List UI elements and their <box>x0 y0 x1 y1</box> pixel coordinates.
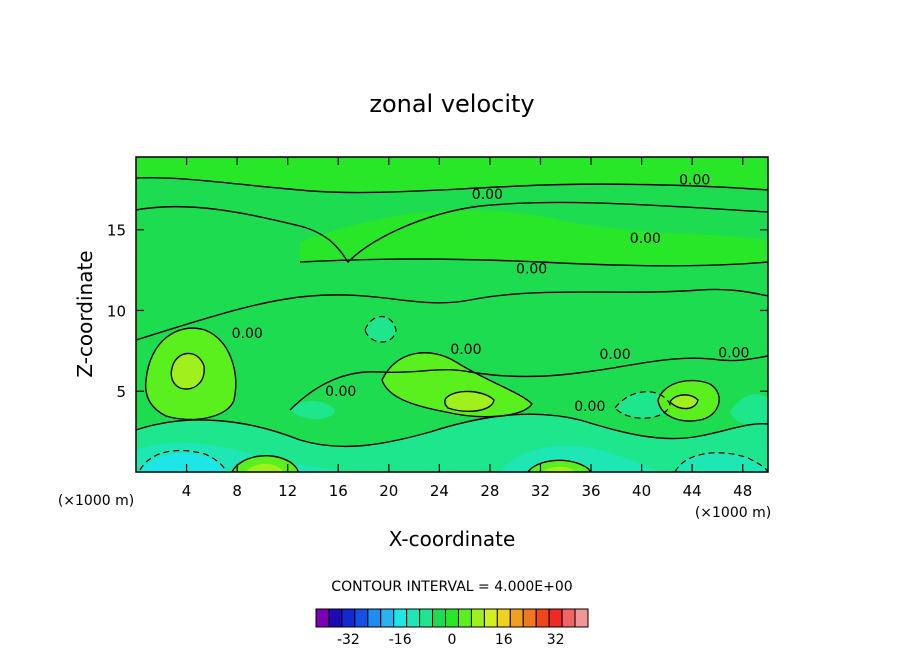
contour-interval-label: CONTOUR INTERVAL = 4.000E+00 <box>331 579 572 595</box>
colorbar-swatch <box>470 608 485 628</box>
contour-fill-region <box>246 463 284 472</box>
contour-fill-region <box>365 316 396 342</box>
contour-label: 0.00 <box>472 187 503 203</box>
contour-label: 0.00 <box>325 384 356 400</box>
contour-fill-region <box>140 452 226 472</box>
contour-fill-region <box>730 394 768 426</box>
x-tick-label: 40 <box>632 482 651 500</box>
contour-label: 0.00 <box>232 326 263 342</box>
colorbar-swatch <box>522 608 537 628</box>
colorbar-tick-label: -32 <box>337 632 360 648</box>
x-tick-label: 20 <box>379 482 398 500</box>
contour-label: 0.00 <box>516 261 547 277</box>
colorbar-swatch <box>419 608 434 628</box>
colorbar-swatch <box>483 608 498 628</box>
x-tick-label: 4 <box>182 482 192 500</box>
contour-line <box>231 455 299 473</box>
x-axis-label: X-coordinate <box>389 527 516 551</box>
contour-fill-region <box>171 353 205 390</box>
contour-lines <box>135 177 769 473</box>
y-tick-label: 15 <box>107 222 126 240</box>
negative-contour-line <box>139 449 227 473</box>
contour-fill-region <box>446 391 494 412</box>
x-unit-label-left: (×1000 m) <box>58 493 134 509</box>
colorbar-swatch <box>367 608 382 628</box>
colorbar-swatch <box>406 608 421 628</box>
plot-background <box>136 157 768 472</box>
contour-label: 0.00 <box>450 342 481 358</box>
x-tick-label: 32 <box>531 482 550 500</box>
contour-line <box>669 394 699 410</box>
contour-line <box>135 201 769 264</box>
colorbar-swatch <box>315 608 330 628</box>
colorbar-swatch <box>393 608 408 628</box>
colorbar-swatch <box>548 608 563 628</box>
contour-fill-region <box>670 394 698 409</box>
colorbar-swatch <box>509 608 524 628</box>
y-tick-label: 5 <box>116 383 126 401</box>
colorbar-swatch <box>535 608 550 628</box>
colorbar-tick-labels: -32 -16 0 16 32 <box>337 632 565 648</box>
contour-fill-region <box>528 460 590 472</box>
colorbar-swatch <box>341 608 356 628</box>
colorbar-swatch <box>328 608 343 628</box>
x-tick-label: 24 <box>430 482 449 500</box>
contour-fill-region <box>290 401 335 420</box>
contour-line <box>527 459 591 473</box>
colorbar-swatch <box>380 608 395 628</box>
contour-label: 0.00 <box>599 347 630 363</box>
contour-line <box>170 352 205 390</box>
contour-fill-region <box>542 466 576 472</box>
contour-labels: 0.00 0.00 0.00 0.00 0.00 0.00 0.00 0.00 0.00 0.00 <box>232 173 750 415</box>
x-tick-label: 8 <box>232 482 242 500</box>
y-tick-label: 10 <box>107 302 126 320</box>
contour-fill-region <box>615 391 670 419</box>
contour-line <box>289 355 769 411</box>
contour-line <box>657 379 720 422</box>
plot-area: 0.000.000.000.000.000.00 0.00 0.000.000.00… <box>107 156 769 500</box>
colorbar-tick-label: 16 <box>495 632 513 648</box>
contour-line <box>443 390 495 412</box>
x-tick-label: 48 <box>733 482 752 500</box>
contour-line <box>135 413 769 448</box>
colorbar-swatch <box>496 608 511 628</box>
negative-contour-line <box>364 315 397 343</box>
colorbar-swatch <box>574 608 589 628</box>
colorbar <box>315 608 589 628</box>
chart-title: zonal velocity <box>369 90 534 118</box>
contour-line <box>135 288 769 341</box>
contour-label: 0.00 <box>718 345 749 361</box>
colorbar-swatch <box>457 608 472 628</box>
contour-label: 0.00 <box>630 231 661 247</box>
colorbar-tick-label: -16 <box>389 632 412 648</box>
colorbar-tick-label: 32 <box>547 632 565 648</box>
contour-fill-region <box>300 210 768 266</box>
x-tick-label: 28 <box>480 482 499 500</box>
negative-contour-line <box>614 391 671 419</box>
x-tick-label: 16 <box>329 482 348 500</box>
contour-fill-region <box>675 452 768 472</box>
y-axis-label: Z-coordinate <box>73 250 97 377</box>
contour-line <box>135 177 769 194</box>
colorbar-swatch <box>354 608 369 628</box>
colorbar-swatch <box>432 608 447 628</box>
x-unit-label-right: (×1000 m) <box>695 505 771 521</box>
contour-line <box>381 352 533 418</box>
contour-line <box>144 327 237 421</box>
colorbar-tick-label: 0 <box>448 632 457 648</box>
x-tick-label: 12 <box>278 482 297 500</box>
colorbar-swatch <box>561 608 576 628</box>
plot-frame <box>135 156 769 473</box>
colorbar-swatch <box>445 608 459 628</box>
x-tick-label: 36 <box>581 482 600 500</box>
contour-label: 0.00 <box>679 173 710 189</box>
contour-line <box>299 258 769 267</box>
contour-label: 0.00 <box>574 399 605 415</box>
x-tick-label: 44 <box>683 482 702 500</box>
